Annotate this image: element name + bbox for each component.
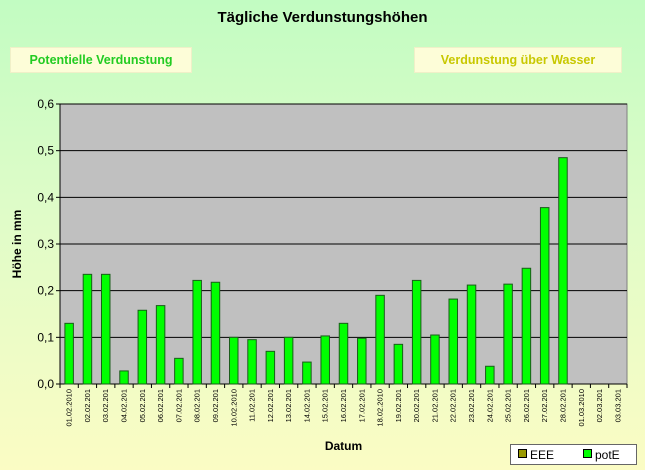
- x-tick-label: 24.02.201: [485, 389, 494, 422]
- bar: [192, 279, 202, 385]
- x-tick-label: 02.03.201: [595, 389, 604, 422]
- bar: [357, 337, 367, 385]
- x-tick-label: 16.02.201: [339, 389, 348, 422]
- legend-entry-pote: potE: [583, 448, 620, 462]
- x-tick-label: 13.02.201: [284, 389, 293, 422]
- y-tick-label: 0,0: [37, 377, 54, 391]
- bar: [283, 336, 294, 385]
- x-tick-label: 02.02.201: [83, 389, 92, 422]
- x-tick-label: 01.02.2010: [65, 389, 74, 427]
- bar: [485, 365, 495, 385]
- x-tick-label: 06.02.201: [156, 389, 165, 422]
- x-tick-label: 23.02.201: [467, 389, 476, 422]
- bar: [82, 273, 93, 385]
- legend-swatch-eee: [518, 449, 527, 458]
- water-evaporation-button[interactable]: Verdunstung über Wasser: [414, 47, 622, 73]
- x-tick-label: 26.02.201: [522, 389, 531, 422]
- legend-label-pote: potE: [595, 448, 620, 462]
- bar: [320, 335, 330, 385]
- bar: [411, 279, 422, 385]
- x-tick-label: 14.02.201: [302, 389, 311, 422]
- x-tick-label: 18.02.2010: [376, 389, 385, 427]
- y-tick-label: 0,2: [37, 284, 54, 298]
- bar: [137, 309, 148, 385]
- x-tick-label: 21.02.201: [430, 389, 439, 422]
- x-tick-label: 12.02.201: [266, 389, 275, 422]
- bar: [558, 157, 568, 385]
- y-tick-label: 0,4: [37, 190, 54, 204]
- potential-evaporation-button[interactable]: Potentielle Verdunstung: [10, 47, 192, 73]
- x-tick-label: 03.02.201: [101, 389, 110, 422]
- x-tick-label: 05.02.201: [138, 389, 147, 422]
- x-tick-label: 27.02.201: [540, 389, 549, 422]
- x-tick-label: 04.02.201: [120, 389, 129, 422]
- bar: [210, 281, 221, 385]
- legend-swatch-pote: [583, 449, 592, 458]
- x-tick-label: 25.02.201: [504, 389, 513, 422]
- chart-title: Tägliche Verdunstungshöhen: [217, 9, 428, 26]
- x-tick-label: 01.03.2010: [577, 389, 586, 427]
- bar: [265, 350, 276, 385]
- x-tick-label: 20.02.201: [412, 389, 421, 422]
- y-tick-label: 0,5: [37, 144, 54, 158]
- bar: [539, 207, 550, 385]
- bar: [448, 298, 458, 385]
- y-tick-label: 0,6: [37, 97, 54, 111]
- x-tick-label: 19.02.201: [394, 389, 403, 422]
- y-tick-label: 0,3: [37, 237, 54, 251]
- bar: [247, 339, 257, 385]
- x-tick-label: 09.02.201: [211, 389, 220, 422]
- x-tick-label: 22.02.201: [449, 389, 458, 422]
- x-tick-label: 03.03.201: [613, 389, 622, 422]
- legend: EEE potE: [510, 444, 637, 465]
- bar: [521, 267, 532, 385]
- bar: [119, 370, 129, 385]
- x-tick-label: 11.02.201: [248, 389, 257, 422]
- x-tick-label: 15.02.201: [321, 389, 330, 422]
- bar: [174, 357, 184, 385]
- bar: [302, 361, 312, 385]
- x-tick-label: 10.02.2010: [229, 389, 238, 427]
- bar: [375, 294, 385, 385]
- legend-entry-eee: EEE: [518, 448, 554, 462]
- x-tick-label: 07.02.201: [174, 389, 183, 422]
- bar: [430, 334, 440, 385]
- bar: [393, 343, 404, 385]
- y-axis-title: Höhe in mm: [10, 210, 24, 279]
- y-tick-label: 0,1: [37, 330, 54, 344]
- bar: [503, 283, 513, 385]
- bar: [64, 322, 74, 385]
- x-tick-label: 17.02.201: [357, 389, 366, 422]
- x-axis-title: Datum: [325, 439, 362, 453]
- bar: [100, 273, 111, 385]
- bar: [338, 322, 349, 385]
- bar: [466, 284, 477, 385]
- legend-label-eee: EEE: [530, 448, 555, 462]
- x-tick-label: 08.02.201: [193, 389, 202, 422]
- bar: [229, 336, 239, 385]
- bar: [155, 305, 166, 385]
- x-tick-label: 28.02.201: [558, 389, 567, 422]
